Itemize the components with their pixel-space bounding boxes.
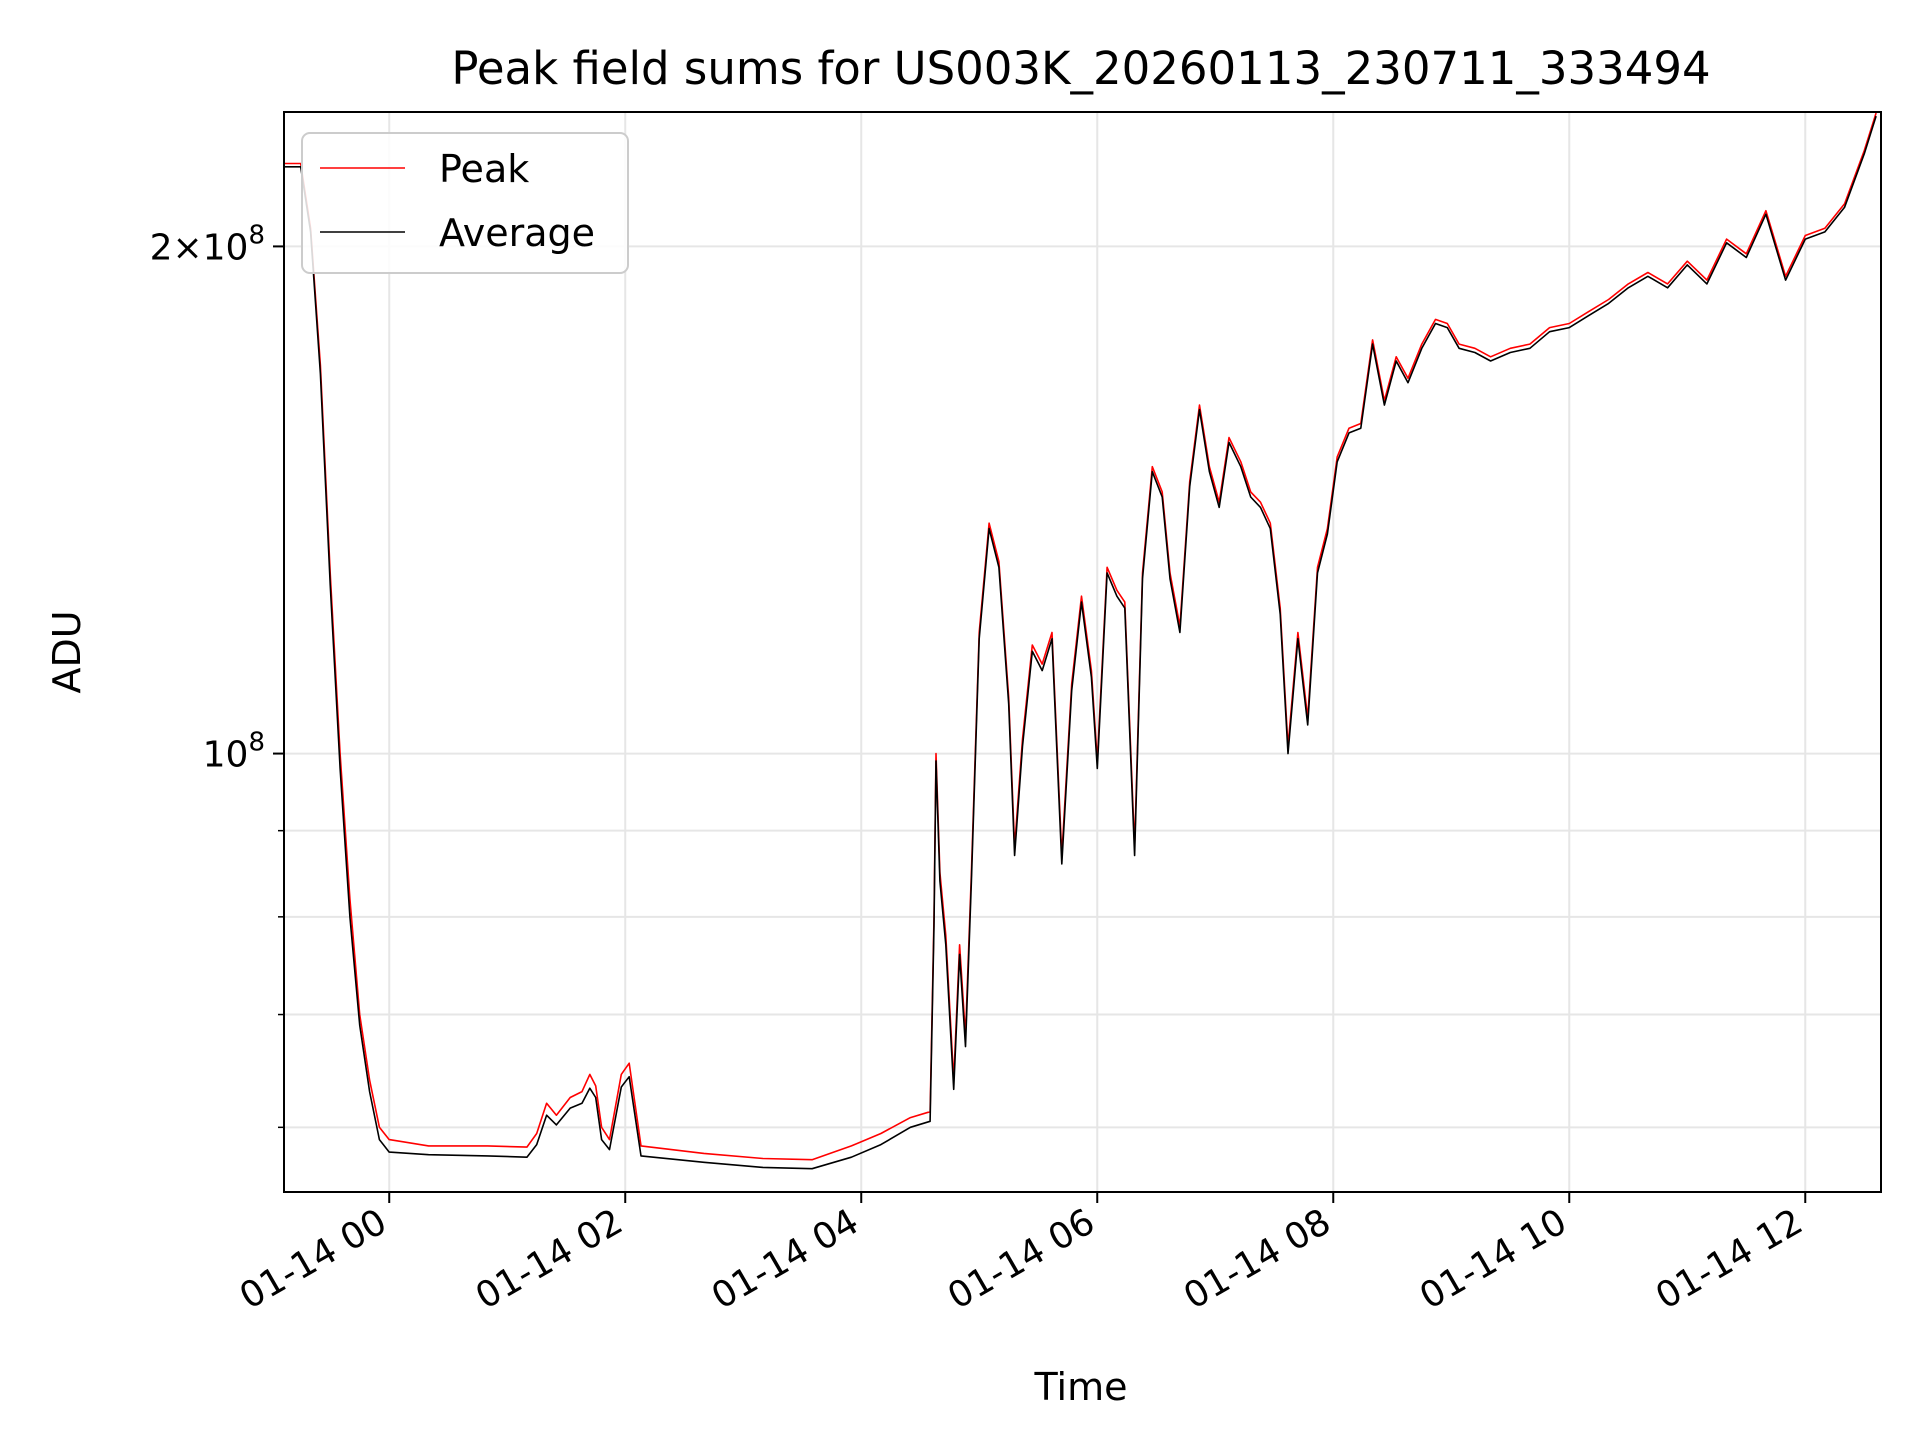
chart-title: Peak field sums for US003K_20260113_2307… bbox=[451, 42, 1710, 95]
y-axis-label: ADU bbox=[45, 610, 89, 693]
grid-lines bbox=[285, 113, 1880, 1191]
series-layer bbox=[285, 113, 1877, 1170]
legend-label-peak: Peak bbox=[439, 147, 529, 191]
y-tick-label: 108 bbox=[203, 728, 265, 776]
legend: Peak Average bbox=[301, 132, 629, 274]
series-line-peak bbox=[285, 113, 1877, 1161]
y-axis: 108 2×108 bbox=[150, 220, 285, 1129]
y-tick-label: 2×108 bbox=[150, 220, 265, 268]
plot-area-frame bbox=[283, 111, 1882, 1193]
x-axis-label: Time bbox=[1034, 1365, 1128, 1409]
series-line-average bbox=[285, 115, 1877, 1170]
legend-label-average: Average bbox=[439, 211, 595, 255]
